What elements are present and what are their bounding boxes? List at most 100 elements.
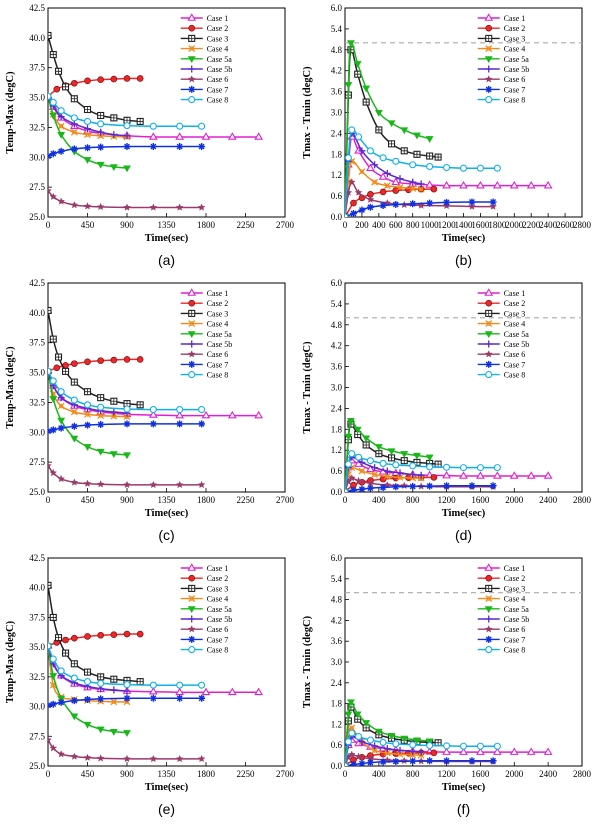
- x-tick-label: 2700: [276, 495, 295, 505]
- x-tick-label: 1400: [455, 220, 474, 230]
- series-line-case-8: [48, 371, 202, 411]
- data-point-case-5b: [409, 471, 417, 479]
- data-point-case-7: [489, 198, 497, 206]
- data-point-case-5b: [70, 120, 78, 128]
- data-point-case-8: [459, 464, 468, 472]
- data-point-case-6: [175, 480, 184, 489]
- y-tick-label: 3.0: [331, 108, 343, 118]
- y-tick-label: 27.5: [29, 731, 45, 741]
- data-point-case-3: [110, 114, 118, 122]
- data-point-case-6: [347, 750, 356, 758]
- legend-marker-case-3: [485, 584, 493, 592]
- data-point-case-8: [476, 464, 484, 472]
- legend-label-case-6: Case 6: [504, 350, 526, 359]
- data-point-case-8: [345, 762, 349, 766]
- data-point-case-1: [459, 180, 468, 189]
- y-tick-label: 3.6: [331, 636, 343, 646]
- data-point-case-1: [442, 180, 451, 189]
- data-point-case-6: [48, 735, 52, 744]
- data-point-case-7: [379, 483, 387, 491]
- y-axis-label: Temp-Max (degC): [5, 346, 16, 429]
- data-point-case-3: [434, 460, 442, 468]
- data-point-case-6: [366, 195, 375, 203]
- legend-marker-case-1: [187, 563, 197, 571]
- legend-marker-case-5a: [187, 56, 196, 63]
- data-point-case-8: [70, 114, 78, 122]
- data-point-case-3: [48, 581, 52, 589]
- y-tick-label: 35.0: [29, 642, 45, 652]
- legend-marker-case-5b: [188, 65, 196, 73]
- data-point-case-5b: [417, 180, 425, 188]
- x-tick-label: 900: [120, 769, 134, 779]
- legend-label-case-1: Case 1: [504, 564, 526, 573]
- x-tick-label: 0: [343, 220, 348, 230]
- data-point-case-7: [70, 697, 78, 705]
- series-group: [48, 581, 264, 763]
- data-point-case-2: [136, 630, 144, 638]
- legend-marker-case-4: [485, 320, 493, 328]
- y-tick-label: 6.0: [331, 3, 343, 13]
- legend-label-case-3: Case 3: [207, 309, 229, 318]
- data-point-case-5b: [396, 746, 404, 754]
- data-point-case-4: [358, 467, 366, 475]
- x-tick-label: 1200: [438, 769, 457, 779]
- chart-panel-d: 0.0 0.6 1.2 1.8 2.4 3.0 3.6 4.2 4.8 5.4 6.0 0 400 800…: [302, 278, 592, 543]
- legend-marker-case-2: [485, 24, 493, 32]
- data-point-case-8: [70, 396, 78, 404]
- x-tick-label: 2800: [573, 495, 592, 505]
- y-tick-label: 25.0: [29, 212, 45, 222]
- data-point-case-2: [110, 631, 118, 638]
- data-point-case-5a: [425, 738, 434, 746]
- legend-label-case-5a: Case 5a: [504, 330, 530, 339]
- data-point-case-5a: [96, 726, 105, 734]
- legend-marker-case-2: [188, 299, 196, 307]
- data-point-case-3: [375, 126, 383, 134]
- data-point-case-8: [379, 738, 387, 746]
- data-point-case-5a: [374, 444, 383, 451]
- data-point-case-8: [459, 742, 468, 750]
- legend-marker-case-5a: [484, 331, 493, 338]
- data-point-case-5a: [70, 713, 79, 721]
- legend-marker-case-8: [485, 646, 493, 654]
- data-point-case-8: [149, 681, 157, 689]
- data-point-case-3: [97, 673, 105, 681]
- data-point-case-7: [149, 420, 157, 428]
- data-point-case-8: [123, 681, 131, 689]
- data-point-case-5b: [57, 113, 65, 121]
- data-point-case-1: [425, 180, 434, 188]
- data-point-case-3: [400, 457, 408, 465]
- data-point-case-8: [83, 678, 92, 686]
- legend-label-case-2: Case 2: [207, 299, 229, 308]
- data-point-case-1: [354, 146, 363, 154]
- data-point-case-1: [493, 747, 502, 755]
- data-point-case-2: [62, 636, 69, 644]
- y-tick-label: 32.5: [29, 122, 45, 132]
- data-point-case-1: [476, 471, 485, 479]
- x-tick-label: 800: [406, 769, 420, 779]
- legend-marker-case-7: [485, 360, 493, 368]
- data-point-case-7: [489, 757, 497, 765]
- data-point-case-8: [345, 738, 352, 746]
- data-point-case-6: [123, 203, 131, 211]
- data-point-case-8: [97, 403, 105, 411]
- data-point-case-1: [148, 410, 158, 418]
- data-point-case-3: [62, 83, 70, 91]
- data-point-case-6: [83, 202, 92, 210]
- data-point-case-5a: [387, 120, 396, 128]
- data-point-case-7: [443, 482, 451, 490]
- y-tick-label: 4.2: [331, 66, 342, 76]
- data-point-case-7: [426, 482, 434, 490]
- data-point-case-8: [49, 98, 57, 106]
- legend-marker-case-5a: [484, 606, 493, 613]
- data-point-case-2: [71, 634, 78, 642]
- legend-label-case-4: Case 4: [504, 320, 526, 329]
- data-point-case-1: [148, 687, 158, 695]
- legend-label-case-2: Case 2: [504, 574, 526, 583]
- data-point-case-5b: [417, 471, 425, 479]
- data-point-case-2: [430, 749, 438, 757]
- data-point-case-5a: [362, 720, 371, 727]
- data-point-case-6: [96, 754, 105, 762]
- data-point-case-6: [70, 752, 79, 760]
